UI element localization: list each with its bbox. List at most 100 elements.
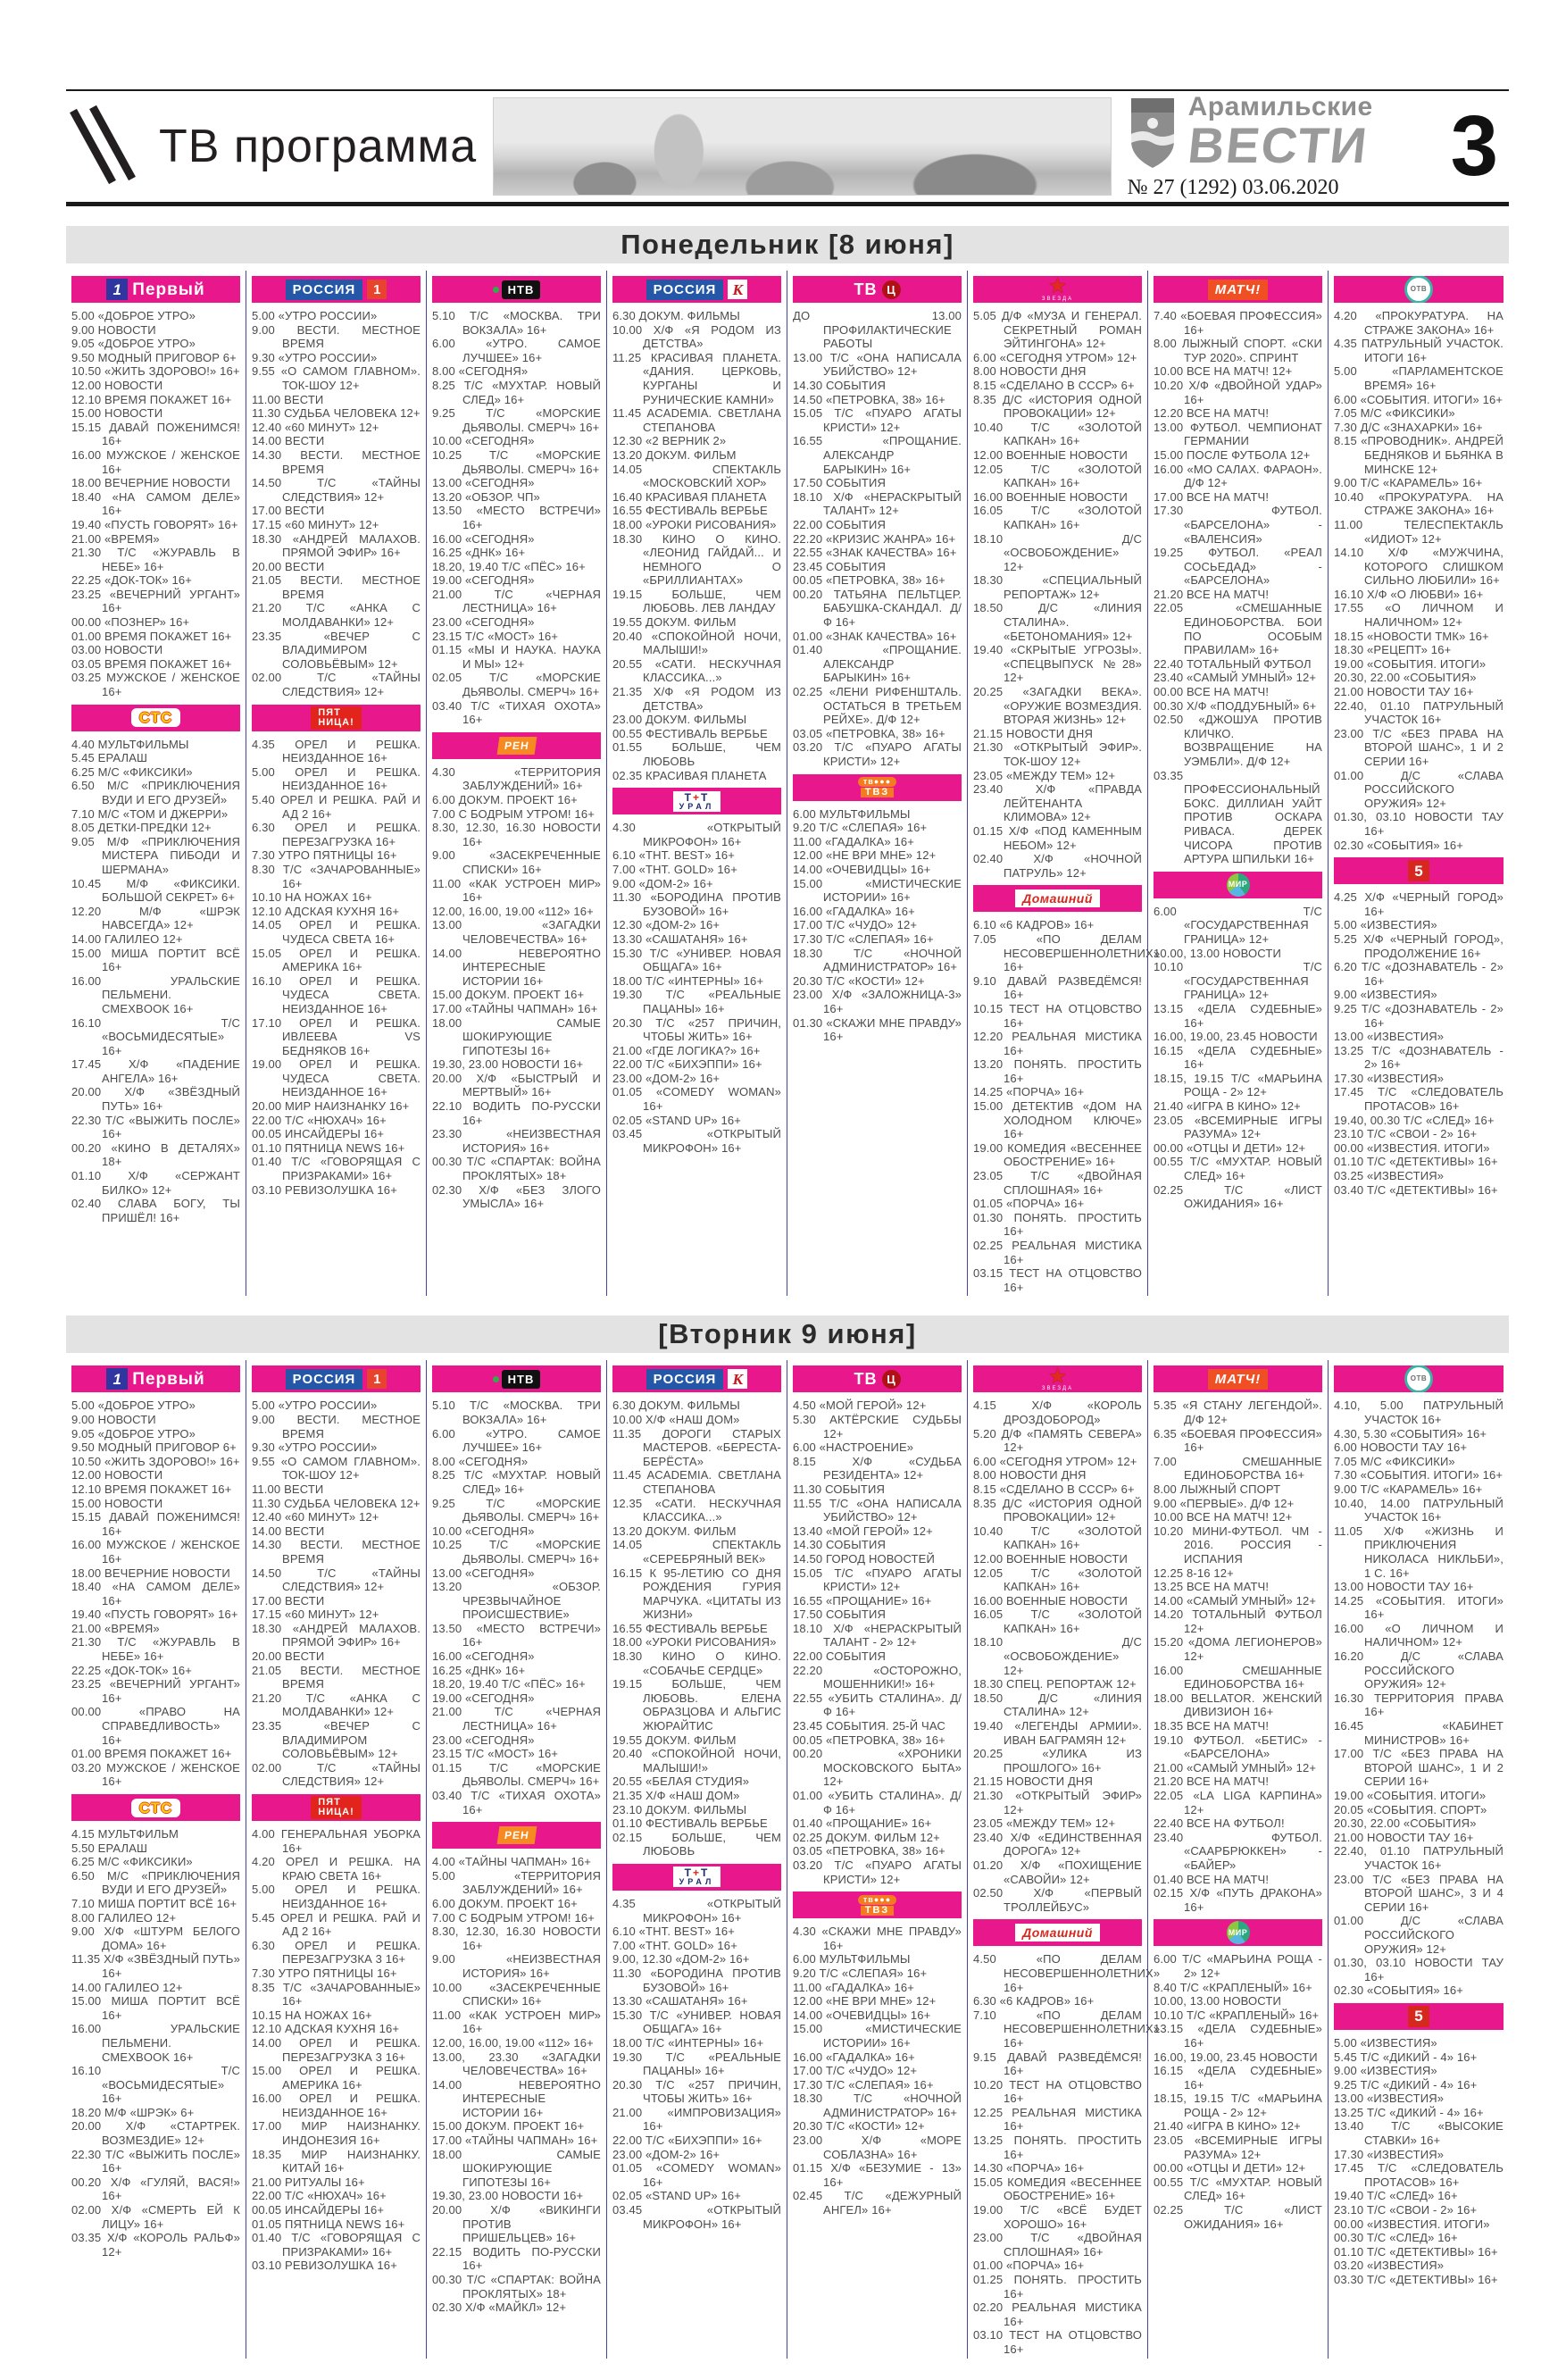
program-item: 21.00 Т/С «ЧЕРНАЯ ЛЕСТНИЦА» 16+ [432,1705,601,1733]
program-item: 23.00 Х/Ф «МОРЕ СОБЛАЗНА» 16+ [793,2134,962,2161]
listing-column: 1 Первый 5.00 «ДОБРОЕ УТРО» 9.00 НОВОСТИ 9.0… [66,271,246,1297]
channel-listing-tvc: ДО 13.00 ПРОФИЛАКТИЧЕСКИЕ РАБОТЫ 13.00 Т/… [793,309,962,769]
program-item: 6.00 «УТРО. САМОЕ ЛУЧШЕЕ» 16+ [432,1426,601,1455]
program-item: 12.00 ВОЕННЫЕ НОВОСТИ [973,1551,1128,1566]
program-item: 02.25 Т/С «ЛИСТ ОЖИДАНИЯ» 16+ [1154,2203,1322,2231]
program-item: 4.50 «ПО ДЕЛАМ НЕСОВЕРШЕННОЛЕТНИХ» 16+ [973,1952,1161,1994]
program-item: 01.30, 03.10 НОВОСТИ ТАУ 16+ [1334,810,1504,838]
program-item: 18.00 ВЕЧЕРНИЕ НОВОСТИ [71,1566,230,1580]
program-item: 20.30 Т/С «257 ПРИЧИН, ЧТОБЫ ЖИТЬ» 16+ [612,1015,781,1044]
channel-listing-domashny: 4.50 «ПО ДЕЛАМ НЕСОВЕРШЕННОЛЕТНИХ» 16+ 6.… [973,1952,1161,2356]
program-item: 23.40 «САМЫЙ УМНЫЙ» 12+ [1154,671,1317,685]
program-item: 02.45 Т/С «ДЕЖУРНЫЙ АНГЕЛ» 16+ [793,2189,962,2217]
sts-logo: СТС [130,1798,181,1817]
program-item: 19.55 ДОКУМ. ФИЛЬМ [612,1733,737,1747]
program-item: 10.00 «СЕГОДНЯ» [432,1524,535,1538]
program-item: 23.00 «ДОМ-2» 16+ [612,1071,721,1085]
program-item: 8.00 ЛЫЖНЫЙ СПОРТ [1154,1482,1281,1496]
program-item: 02.20 РЕАЛЬНАЯ МИСТИКА 16+ [973,2301,1142,2328]
channel-header-ntv: НТВ [432,1365,601,1393]
program-item: 10.00, 13.00 НОВОСТИ [1154,946,1281,960]
channel-listing-tnt-ural: 4.30 «ОТКРЫТЫЙ МИКРОФОН» 16+ 6.10 «ТНТ. B… [612,821,781,1155]
masthead-photo [493,97,1112,196]
program-item: 01.05 «COMEDY WOMAN» 16+ [612,1085,781,1114]
program-item: 17.00 Т/С «БЕЗ ПРАВА НА ВТОРОЙ ШАНС», 1 … [1334,1747,1504,1789]
program-item: 23.00 Т/С «БЕЗ ПРАВА НА ВТОРОЙ ШАНС», 1 … [1334,726,1504,768]
listing-column: ОТВ 4.10, 5.00 ПАТРУЛЬНЫЙ УЧАСТОК 16+ 4.30… [1329,1360,1509,2358]
program-item: 6.25 М/С «ФИКСИКИ» [71,764,193,779]
program-item: 15.00 «МИСТИЧЕСКИЕ ИСТОРИИ» 16+ [793,2022,962,2050]
program-item: 22.55 «УБИТЬ СТАЛИНА». Д/Ф 16+ [793,1691,962,1719]
channel-header-five: 5 [1334,857,1504,885]
program-item: 13.50 «МЕСТО ВСТРЕЧИ» 16+ [432,504,601,531]
program-item: 21.20 Т/С «АНКА С МОЛДАВАНКИ» 12+ [252,1691,421,1719]
program-item: 19.30, 23.00 НОВОСТИ 16+ [432,2189,584,2203]
program-item: 03.45 «ОТКРЫТЫЙ МИКРОФОН» 16+ [612,1127,781,1155]
channel-header-ren: РЕН [432,1822,601,1850]
program-item: 02.25 Т/С «ЛИСТ ОЖИДАНИЯ» 16+ [1154,1182,1322,1211]
program-item: 00.00 «ИЗВЕСТИЯ. ИТОГИ» [1334,2217,1490,2231]
pyatnitsa-logo: ПЯТ НИЦА! [311,1796,362,1819]
tv-guide: Понедельник [8 июня] 1 Первый 5.00 «ДОБРОЕ … [66,226,1509,2359]
program-item: 11.00 ВЕСТИ [252,1482,324,1496]
program-item: 9.00 «НЕИЗВЕСТНАЯ ИСТОРИЯ» 16+ [432,1952,601,1980]
program-item: 8.30 Т/С «ЗАЧАРОВАННЫЕ» 16+ [252,862,421,890]
program-item: 21.20 Т/С «АНКА С МОЛДАВАНКИ» 12+ [252,601,421,630]
program-item: 23.00 Т/С «БЕЗ ПРАВА НА ВТОРОЙ ШАНС», 3 … [1334,1872,1504,1914]
program-item: 5.25 Х/Ф «ЧЕРНЫЙ ГОРОД», ПРОДОЛЖЕНИЕ 16+ [1334,931,1504,960]
program-item: 9.00 «ИЗВЕСТИЯ» [1334,988,1437,1002]
program-item: 5.30 АКТЁРСКИЕ СУДЬБЫ 12+ [793,1412,962,1441]
program-item: 20.30 Т/С «КОСТИ» 12+ [793,2119,925,2134]
program-item: 15.00 ПОСЛЕ ФУТБОЛА 12+ [1154,447,1311,462]
program-item: 03.20 Т/С «ПУАРО АГАТЫ КРИСТИ» 12+ [793,1858,962,1886]
listing-column: ТВ Ц 4.50 «МОЙ ГЕРОЙ» 12+ 5.30 АКТЁРСКИЕ СУ… [787,1360,968,2359]
sts-logo: СТС [130,708,181,728]
program-item: 17.00 «ТАЙНЫ ЧАПМАН» 16+ [432,1001,598,1015]
program-item: 19.40 «ЛЕГЕНДЫ АРМИИ». ИВАН БАГРАМЯН 12+ [973,1719,1142,1747]
program-item: 01.40 ВСЕ НА МАТЧ! [1154,1872,1270,1886]
program-item: 22.40, 01.10 ПАТРУЛЬНЫЙ УЧАСТОК 16+ [1334,1844,1504,1872]
program-item: 9.25 Т/С «ДИКИЙ - 4» 16+ [1334,2077,1478,2092]
program-item: 01.00 «УБИТЬ СТАЛИНА». Д/Ф 16+ [793,1789,962,1816]
program-item: 17.15 «60 МИНУТ» 12+ [252,517,379,531]
program-item: 11.30 СУДЬБА ЧЕЛОВЕКА 12+ [252,406,421,421]
program-item: 13.20 «ОБЗОР. ЧРЕЗВЫЧАЙНОЕ ПРОИСШЕСТВИЕ» [432,1580,601,1622]
listing-column: ★ ЗВЕЗДА 4.15 Х/Ф «КОРОЛЬ ДРОЗДОБОРОД» 5.20… [968,1360,1161,2359]
program-item: 13.40 «МОЙ ГЕРОЙ» 12+ [793,1524,933,1538]
program-item: 16.25 «ДНК» 16+ [432,1663,526,1677]
program-item: 8.00 НОВОСТИ ДНЯ [973,364,1087,379]
program-item: 17.00 Т/С «ЧУДО» 12+ [793,2064,918,2078]
program-item: 9.00 «ДОМ-2» 16+ [612,876,713,890]
day-grid: 1 Первый 5.00 «ДОБРОЕ УТРО» 9.00 НОВОСТИ 9.0… [66,271,1509,1297]
program-item: 13.00 ФУТБОЛ. ЧЕМПИОНАТ ГЕРМАНИИ [1154,420,1322,448]
program-item: 11.35 ДОРОГИ СТАРЫХ МАСТЕРОВ. «БЕРЕСТА-Б… [612,1426,781,1468]
program-item: 13.00 НОВОСТИ ТАУ 16+ [1334,1580,1474,1594]
program-item: 22.10 ВОДИТЬ ПО-РУССКИ 16+ [432,1099,601,1127]
program-item: 9.25 Т/С «МОРСКИЕ ДЬЯВОЛЫ. СМЕРЧ» 16+ [432,1496,601,1524]
program-item: 11.30 СОБЫТИЯ [793,1482,886,1496]
program-item: 18.40 «НА САМОМ ДЕЛЕ» 16+ [71,1580,240,1608]
program-item: 00.20 «ХРОНИКИ МОСКОВСКОГО БЫТА» 12+ [793,1747,962,1789]
program-item: 10.25 Т/С «МОРСКИЕ ДЬЯВОЛЫ. СМЕРЧ» 16+ [432,1538,601,1566]
program-item: 5.45 Т/С «ДИКИЙ - 4» 16+ [1334,2050,1478,2064]
program-item: 20.00 ВЕСТИ [252,1649,325,1664]
program-item: 17.55 «О ЛИЧНОМ И НАЛИЧНОМ» 12+ [1334,601,1504,630]
channel-listing-tvc: 4.50 «МОЙ ГЕРОЙ» 12+ 5.30 АКТЁРСКИЕ СУДЬБ… [793,1399,962,1886]
program-item: 13.25 Т/С «ДИКИЙ - 4» 16+ [1334,2105,1484,2119]
program-item: 16.00, 19.00, 23.45 НОВОСТИ [1154,2050,1318,2064]
program-item: 13.25 ПОНЯТЬ. ПРОСТИТЬ 16+ [973,2134,1142,2161]
listing-column: РОССИЯ 1 5.00 «УТРО РОССИИ» 9.00 ВЕСТИ. МЕС… [246,271,427,1297]
program-item: 13.20 ДОКУМ. ФИЛЬМ [612,447,737,462]
program-item: 17.00 Т/С «ЧУДО» 12+ [793,918,918,932]
channel-header-otv: ОТВ [1334,276,1504,303]
program-item: 02.05 «STAND UP» 16+ [612,2189,742,2203]
program-item: 14.25 «ПОРЧА» 16+ [973,1085,1085,1099]
program-item: 02.25 «ЛЕНИ РИФЕНШТАЛЬ. ОСТАТЬСЯ В ТРЕТЬ… [793,685,962,727]
program-item: 23.10 Т/С «СВОИ - 2» 16+ [1334,1127,1478,1141]
domashny-logo: Домашний [1015,1924,1100,1942]
program-item: 10.15 ТЕСТ НА ОТЦОВСТВО 16+ [973,1001,1142,1030]
program-item: 8.40 Т/С «КРАПЛЕНЫЙ» 16+ [1154,1980,1312,1994]
program-item: 00.00 «ОТЦЫ И ДЕТИ» 12+ [1154,2161,1306,2175]
ntv-logo: НТВ [492,280,541,299]
program-item: 14.50 Т/С «ТАЙНЫ СЛЕДСТВИЯ» 12+ [252,1566,421,1594]
